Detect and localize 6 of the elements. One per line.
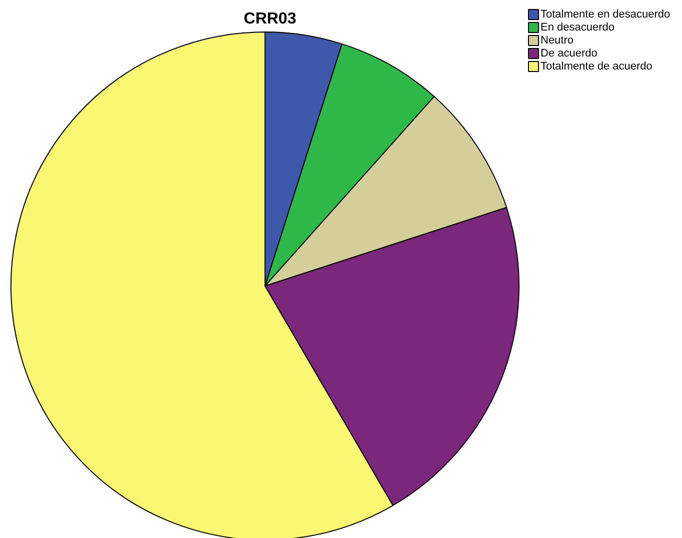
legend-label: Neutro xyxy=(540,34,574,46)
legend-label: De acuerdo xyxy=(540,48,598,60)
legend-label: Totalmente de acuerdo xyxy=(540,60,652,72)
chart-title: CRR03 xyxy=(244,10,296,28)
legend-label: Totalmente en desacuerdo xyxy=(540,8,670,20)
legend-label: En desacuerdo xyxy=(540,22,614,34)
